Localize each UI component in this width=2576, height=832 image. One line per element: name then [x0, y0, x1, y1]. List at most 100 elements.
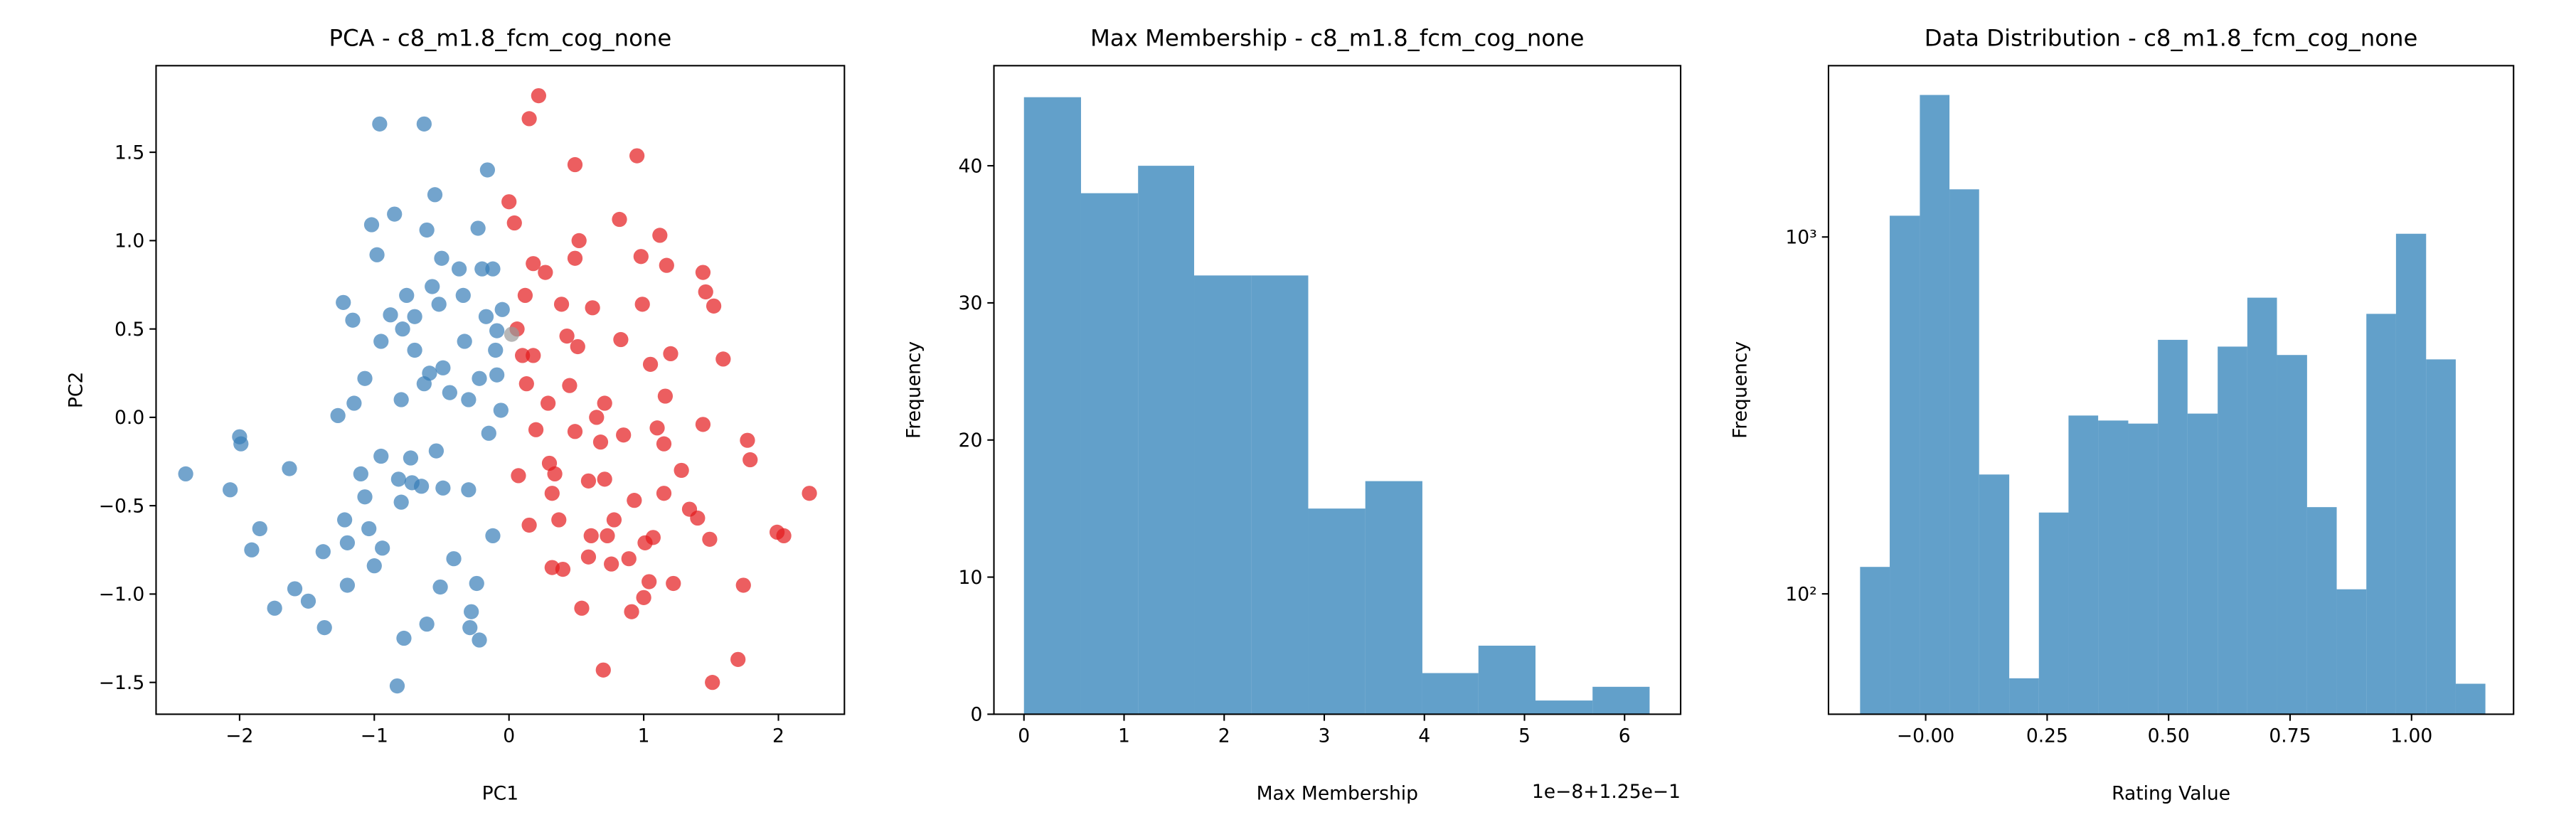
scatter-point — [336, 512, 353, 528]
scatter-point — [695, 417, 711, 432]
scatter-point — [416, 116, 432, 132]
scatter-point — [395, 321, 410, 337]
scatter-point — [571, 233, 587, 248]
scatter-point — [597, 471, 612, 487]
scatter-point — [624, 604, 639, 619]
histogram-bar — [2038, 512, 2069, 715]
scatter-point — [330, 407, 346, 424]
x-tick-label: −0.00 — [1897, 725, 1954, 747]
scatter-point — [474, 261, 490, 277]
scatter-point — [627, 493, 642, 508]
scatter-point — [373, 334, 389, 349]
scatter-point — [267, 600, 282, 616]
scatter-point — [494, 302, 510, 317]
y-tick-label: 10 — [959, 567, 983, 589]
y-tick-label: 10³ — [1785, 226, 1816, 248]
scatter-point — [567, 424, 583, 439]
scatter-point — [517, 287, 533, 304]
histogram-bar — [2158, 339, 2188, 715]
scatter-point — [315, 544, 331, 560]
x-axis-label: Max Membership — [1257, 782, 1418, 804]
scatter-point — [574, 600, 590, 616]
scatter-point — [567, 250, 583, 266]
y-tick-label: 30 — [959, 292, 983, 314]
scatter-point — [233, 436, 249, 452]
scatter-point — [649, 420, 665, 436]
scatter-point — [730, 651, 746, 667]
scatter-point — [547, 466, 563, 482]
scatter-point — [621, 551, 637, 567]
scatter-point — [316, 619, 332, 636]
scatter-point — [389, 678, 405, 694]
histogram-bar — [2009, 678, 2039, 715]
scatter-point — [695, 265, 711, 280]
scatter-point — [776, 528, 792, 544]
histogram-bar — [1365, 481, 1422, 715]
scatter-point — [743, 452, 758, 468]
histogram-bar — [1592, 686, 1650, 715]
scatter-point — [422, 366, 437, 381]
scatter-point — [690, 510, 706, 526]
histogram-bar — [2306, 507, 2337, 715]
x-tick-label: 0 — [503, 725, 515, 747]
scatter-point — [489, 323, 505, 338]
scatter-point — [802, 486, 817, 501]
histogram-bar — [2426, 359, 2456, 715]
scatter-point — [396, 630, 412, 646]
histogram-bar — [1979, 474, 2010, 715]
scatter-point — [419, 222, 435, 238]
histogram-bar — [2068, 415, 2099, 715]
scatter-point — [515, 348, 531, 363]
y-tick-label: 1.0 — [115, 230, 144, 252]
scatter-point — [472, 370, 487, 386]
scatter-point — [451, 261, 467, 277]
scatter-point — [478, 309, 494, 324]
y-tick-label: 1.5 — [115, 142, 144, 164]
x-tick-label: −1 — [361, 725, 388, 747]
y-tick-label: 40 — [959, 155, 983, 177]
histogram-bar — [2366, 314, 2396, 715]
scatter-point — [472, 632, 487, 648]
scatter-point — [740, 432, 755, 448]
scatter-point — [570, 338, 585, 355]
scatter-point — [361, 521, 377, 537]
scatter-point — [538, 265, 553, 280]
scatter-point — [403, 450, 419, 466]
scatter-point — [346, 395, 362, 411]
scatter-point — [457, 334, 472, 349]
scatter-point — [544, 560, 560, 575]
scatter-point — [366, 558, 382, 574]
scatter-point — [521, 517, 537, 533]
scatter-point — [353, 466, 368, 482]
scatter-point — [518, 376, 534, 392]
scatter-point — [674, 462, 689, 479]
x-tick-label: 0.50 — [2148, 725, 2190, 747]
scatter-point — [597, 395, 612, 411]
histogram-bar — [1308, 508, 1366, 715]
scatter-point — [521, 111, 537, 127]
scatter-point — [589, 410, 605, 425]
scatter-point — [706, 298, 722, 314]
scatter-point — [425, 279, 440, 294]
x-tick-label: 4 — [1418, 725, 1430, 747]
scatter-point — [393, 392, 409, 407]
scatter-point — [222, 482, 238, 498]
histogram-bar — [1860, 567, 1890, 715]
histogram-bar — [1890, 215, 1920, 715]
scatter-point — [244, 542, 260, 558]
scatter-point — [300, 593, 316, 609]
histogram-bar — [2277, 355, 2307, 715]
y-tick-label: 20 — [959, 430, 983, 452]
chart-title: Max Membership - c8_m1.8_fcm_cog_none — [1090, 25, 1585, 52]
scatter-point — [715, 351, 731, 367]
scatter-point — [485, 261, 501, 277]
y-axis-label: Frequency — [1729, 341, 1751, 439]
scatter-point — [455, 287, 471, 304]
histogram-bar — [1251, 275, 1309, 715]
scatter-point — [399, 287, 415, 304]
scatter-point — [287, 581, 303, 597]
scatter-point — [629, 148, 645, 164]
scatter-point — [583, 528, 599, 544]
scatter-point — [657, 388, 674, 404]
scatter-point — [659, 257, 674, 273]
